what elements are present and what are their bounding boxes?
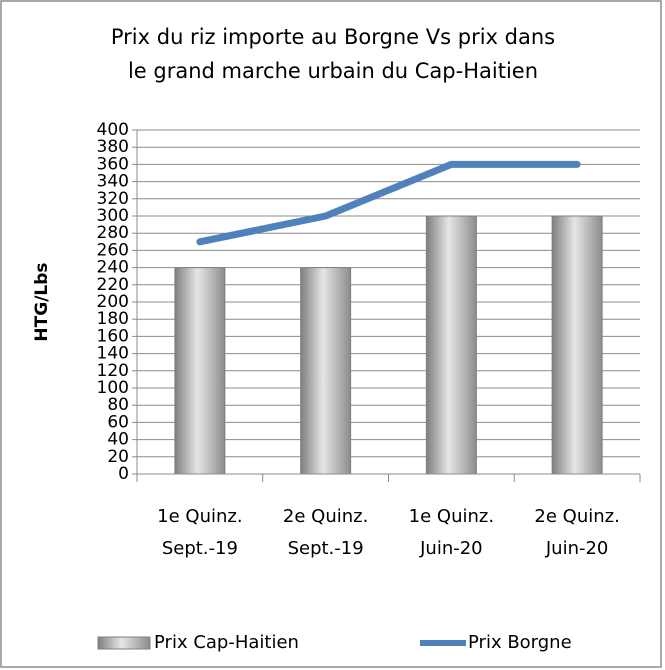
x-tick-label: 2e Quinz. <box>283 506 368 527</box>
bar <box>174 267 226 475</box>
y-tick-label: 360 <box>97 154 129 174</box>
y-tick-label: 140 <box>97 344 129 364</box>
chart-title: Prix du riz importe au Borgne Vs prix da… <box>111 25 555 49</box>
y-tick-label: 0 <box>118 464 129 484</box>
chart-title: le grand marche urbain du Cap-Haitien <box>128 59 538 83</box>
y-tick-label: 60 <box>107 412 129 432</box>
x-tick-label: 2e Quinz. <box>534 506 619 527</box>
line <box>196 160 581 246</box>
y-tick-label: 380 <box>97 137 129 157</box>
x-tick-label: Sept.-19 <box>162 538 238 559</box>
x-tick-label: Juin-20 <box>545 538 609 559</box>
y-tick-label: 300 <box>97 206 129 226</box>
legend-label: Prix Cap-Haitien <box>154 632 299 653</box>
y-tick-label: 340 <box>97 172 129 192</box>
y-tick-label: 280 <box>97 223 129 243</box>
y-axis-label: HTG/Lbs <box>32 262 52 341</box>
x-tick-label: Sept.-19 <box>288 538 364 559</box>
y-tick-label: 160 <box>97 326 129 346</box>
y-tick-label: 200 <box>97 292 129 312</box>
y-tick-label: 180 <box>97 309 129 329</box>
x-tick-label: Juin-20 <box>419 538 483 559</box>
legend-swatch <box>97 636 151 650</box>
x-tick-label: 1e Quinz. <box>409 506 494 527</box>
y-tick-label: 240 <box>97 258 129 278</box>
y-tick-label: 220 <box>97 275 129 295</box>
y-tick-label: 260 <box>97 240 129 260</box>
bar <box>425 215 477 475</box>
y-tick-label: 320 <box>97 189 129 209</box>
y-tick-label: 20 <box>107 447 129 467</box>
y-tick-label: 40 <box>107 430 129 450</box>
bar <box>300 267 352 475</box>
y-tick-label: 80 <box>107 395 129 415</box>
legend-label: Prix Borgne <box>468 632 572 653</box>
y-tick-label: 400 <box>97 120 129 140</box>
y-tick-label: 100 <box>97 378 129 398</box>
bar <box>551 215 603 475</box>
x-tick-label: 1e Quinz. <box>157 506 242 527</box>
y-tick-label: 120 <box>97 361 129 381</box>
